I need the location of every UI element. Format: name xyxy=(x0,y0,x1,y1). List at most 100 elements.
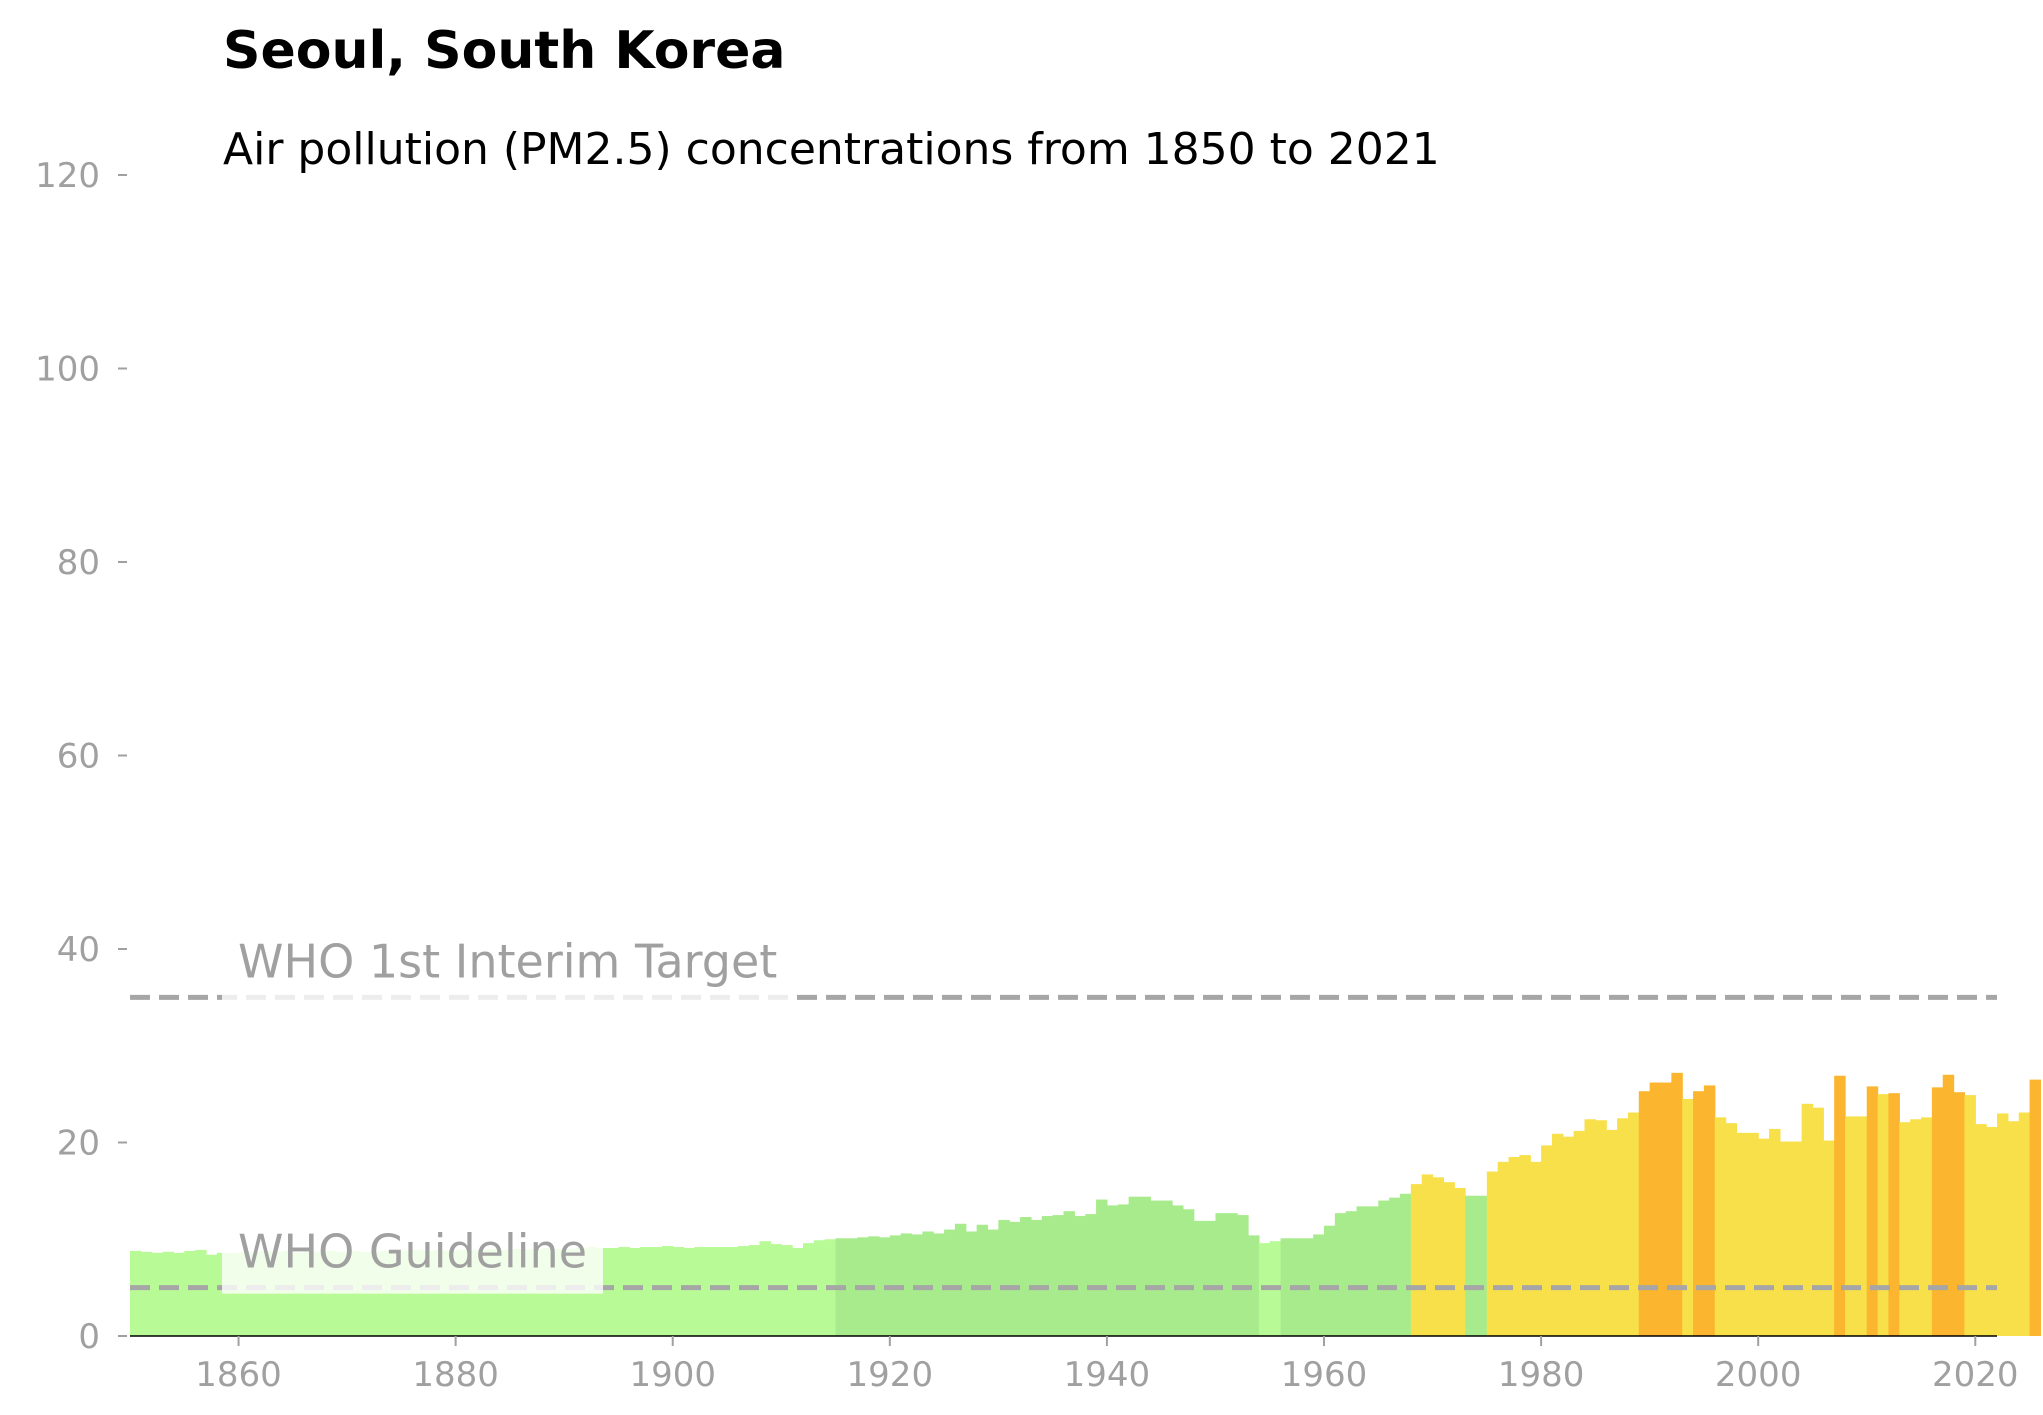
bar-1913 xyxy=(813,1240,826,1336)
bar-2007 xyxy=(1834,1075,1846,1336)
bar-2025 xyxy=(2029,1079,2042,1336)
y-tick-label-120: 120 xyxy=(35,156,100,196)
bar-1921 xyxy=(900,1233,913,1336)
bar-1932 xyxy=(1020,1217,1032,1336)
bar-1854 xyxy=(173,1252,185,1336)
bar-1907 xyxy=(748,1245,761,1336)
bar-1853 xyxy=(162,1251,175,1336)
bar-1865 xyxy=(292,1252,305,1336)
bar-1964 xyxy=(1367,1206,1379,1336)
bar-1927 xyxy=(965,1231,978,1336)
bar-1929 xyxy=(987,1229,999,1336)
bar-1945 xyxy=(1161,1200,1173,1336)
bar-1940 xyxy=(1106,1205,1119,1336)
bar-1861 xyxy=(249,1251,261,1336)
bar-1947 xyxy=(1182,1209,1195,1336)
bar-1872 xyxy=(368,1251,381,1336)
bar-1928 xyxy=(976,1224,989,1336)
bar-1906 xyxy=(737,1246,750,1336)
bar-2022 xyxy=(1997,1113,2009,1336)
bar-1901 xyxy=(683,1247,696,1336)
bar-1977 xyxy=(1508,1157,1520,1336)
bar-2004 xyxy=(1801,1103,1814,1336)
bar-1979 xyxy=(1530,1161,1542,1336)
bar-1941 xyxy=(1117,1204,1130,1336)
bar-1894 xyxy=(607,1247,620,1336)
bar-2023 xyxy=(2007,1121,2020,1336)
bar-2020 xyxy=(1975,1124,1987,1336)
bar-1982 xyxy=(1562,1136,1575,1336)
bar-1993 xyxy=(1682,1098,1694,1336)
bar-2001 xyxy=(1769,1128,1781,1336)
bar-2016 xyxy=(1931,1087,1944,1336)
bar-1871 xyxy=(357,1251,370,1336)
y-tick-label-20: 20 xyxy=(57,1124,100,1164)
x-tick-label-1940: 1940 xyxy=(1064,1355,1151,1395)
bar-2002 xyxy=(1779,1141,1792,1336)
axes-group: 0 20 40 60 80 100 120 1860 1880 1900 1920 1940 1960 1… xyxy=(35,156,2018,1395)
bar-1974 xyxy=(1475,1195,1488,1336)
y-tick-label-0: 0 xyxy=(78,1317,100,1357)
bar-1926 xyxy=(954,1223,967,1336)
bar-2019 xyxy=(1964,1095,1976,1336)
bar-2011 xyxy=(1877,1094,1890,1337)
reference-lines-group: WHO 1st Interim Target WHO Guideline xyxy=(130,930,1997,1294)
bar-1923 xyxy=(922,1231,934,1336)
bar-1984 xyxy=(1584,1119,1596,1336)
bar-1953 xyxy=(1248,1235,1260,1336)
bar-1939 xyxy=(1096,1199,1108,1336)
bar-1976 xyxy=(1497,1161,1510,1336)
bar-2009 xyxy=(1855,1116,1868,1336)
bar-2012 xyxy=(1888,1093,1900,1336)
y-tick-label-100: 100 xyxy=(35,350,100,390)
bar-1858 xyxy=(216,1252,229,1336)
bar-1996 xyxy=(1714,1117,1727,1336)
bar-1995 xyxy=(1703,1085,1716,1336)
bar-1992 xyxy=(1671,1072,1683,1336)
bar-1999 xyxy=(1747,1132,1759,1336)
bar-1935 xyxy=(1052,1215,1065,1336)
bar-1965 xyxy=(1378,1200,1390,1336)
bar-1986 xyxy=(1606,1129,1618,1336)
bar-1857 xyxy=(205,1254,218,1336)
bar-1948 xyxy=(1193,1220,1206,1336)
bar-1910 xyxy=(781,1245,793,1336)
bar-1998 xyxy=(1736,1132,1748,1336)
bar-1934 xyxy=(1041,1216,1054,1336)
bar-1949 xyxy=(1204,1220,1217,1336)
bar-1899 xyxy=(661,1246,674,1336)
bar-1981 xyxy=(1551,1133,1564,1336)
bar-1931 xyxy=(1009,1221,1021,1336)
bar-1860 xyxy=(238,1251,250,1336)
bar-1952 xyxy=(1237,1215,1249,1336)
bar-1978 xyxy=(1519,1155,1531,1336)
bar-1916 xyxy=(846,1238,858,1336)
bar-1856 xyxy=(195,1249,207,1336)
bar-2021 xyxy=(1986,1127,1998,1336)
bar-1896 xyxy=(629,1247,641,1336)
reference-label-0: WHO 1st Interim Target xyxy=(238,934,777,988)
bar-1911 xyxy=(792,1247,804,1336)
bar-2003 xyxy=(1790,1141,1803,1336)
bar-2015 xyxy=(1921,1117,1933,1336)
x-tick-label-1960: 1960 xyxy=(1281,1355,1368,1395)
bar-1946 xyxy=(1172,1205,1184,1336)
bar-1950 xyxy=(1215,1213,1227,1336)
bar-1988 xyxy=(1627,1112,1640,1336)
bar-1983 xyxy=(1573,1130,1586,1336)
bar-2018 xyxy=(1953,1092,1966,1336)
bar-1852 xyxy=(151,1252,164,1336)
bar-1985 xyxy=(1595,1120,1607,1336)
bar-1987 xyxy=(1617,1118,1629,1336)
x-tick-label-2000: 2000 xyxy=(1715,1355,1802,1395)
bar-1989 xyxy=(1638,1091,1651,1336)
x-tick-label-2020: 2020 xyxy=(1932,1355,2019,1395)
bar-2008 xyxy=(1845,1116,1857,1336)
bar-1904 xyxy=(716,1246,728,1336)
bar-1898 xyxy=(651,1246,663,1336)
bar-1924 xyxy=(933,1233,945,1336)
x-tick-label-1880: 1880 xyxy=(412,1355,499,1395)
y-tick-label-80: 80 xyxy=(57,543,100,583)
bar-1867 xyxy=(314,1251,326,1336)
